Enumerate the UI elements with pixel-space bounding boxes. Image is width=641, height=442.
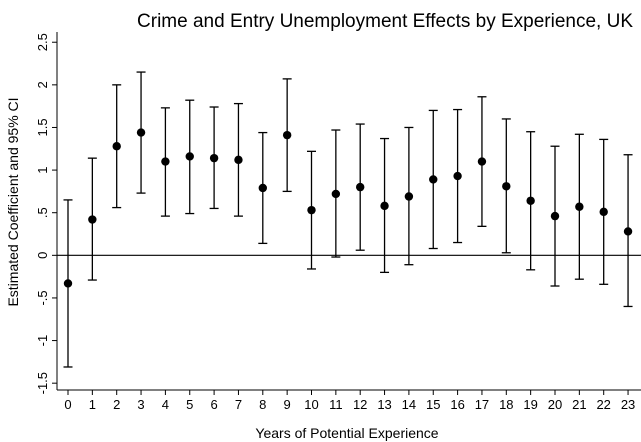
- y-axis: -1.5 -1 -.5 0 .5 1 1.5 2 2.5: [35, 32, 58, 394]
- data-point-group: [185, 99, 195, 215]
- data-point: [136, 128, 146, 137]
- x-tick-label: 4: [162, 397, 169, 412]
- y-tick-label: 2.5: [35, 33, 50, 51]
- data-point-group: [477, 96, 487, 227]
- data-point: [453, 171, 462, 181]
- x-tick-label: 15: [426, 397, 440, 412]
- data-point: [234, 155, 243, 165]
- data-point-group: [63, 199, 73, 368]
- data-point: [307, 205, 316, 215]
- x-axis: 0 1 2 3 4 5 6 7 8 9 10 11 12 13 14 15 16 17 18 19 20 21 22 23: [57, 389, 641, 412]
- data-point-group: [623, 154, 633, 308]
- y-tick-label: -1.5: [35, 372, 50, 394]
- x-tick-label: 16: [450, 397, 464, 412]
- data-point: [331, 189, 341, 199]
- data-point-group: [87, 157, 97, 281]
- y-tick-label: 1.5: [35, 118, 50, 136]
- x-tick-label: 19: [523, 397, 537, 412]
- x-tick-label: 23: [621, 397, 635, 412]
- data-point: [112, 142, 121, 151]
- y-tick-label: -1: [35, 335, 50, 347]
- data-point: [258, 183, 267, 193]
- data-point-group: [160, 107, 170, 217]
- data-point: [477, 157, 487, 166]
- data-point-group: [112, 84, 122, 209]
- data-point-group: [574, 133, 584, 280]
- series-estimates: [63, 71, 633, 368]
- data-point: [404, 192, 414, 201]
- x-tick-label: 3: [137, 397, 144, 412]
- data-point: [526, 196, 535, 205]
- data-point: [502, 182, 511, 191]
- y-tick-label: 2: [35, 81, 50, 88]
- data-point-group: [331, 129, 341, 258]
- data-point-group: [428, 109, 438, 250]
- y-tick-label: -.5: [35, 290, 50, 305]
- x-tick-label: 17: [475, 397, 489, 412]
- data-point-group: [550, 145, 560, 287]
- x-axis-label: Years of Potential Experience: [255, 425, 438, 441]
- data-point-group: [380, 137, 390, 274]
- x-tick-label: 11: [329, 397, 343, 412]
- x-tick-label: 6: [210, 397, 217, 412]
- data-point-group: [258, 131, 268, 245]
- data-point: [380, 201, 389, 211]
- x-tick-label: 5: [186, 397, 193, 412]
- data-point: [282, 130, 292, 140]
- x-tick-label: 2: [113, 397, 120, 412]
- data-point: [185, 152, 194, 161]
- y-tick-label: 1: [35, 166, 50, 173]
- x-tick-label: 12: [353, 397, 367, 412]
- x-tick-label: 18: [499, 397, 513, 412]
- y-tick-label: .5: [35, 207, 50, 218]
- x-tick-label: 21: [572, 397, 586, 412]
- x-tick-label: 14: [402, 397, 416, 412]
- data-point-group: [282, 78, 292, 193]
- data-point: [356, 182, 365, 192]
- x-tick-label: 20: [548, 397, 562, 412]
- x-tick-label: 10: [304, 397, 318, 412]
- data-point: [429, 175, 438, 184]
- x-tick-label: 9: [284, 397, 291, 412]
- chart-title: Crime and Entry Unemployment Effects by …: [137, 11, 633, 32]
- data-point-group: [599, 138, 609, 285]
- x-tick-label: 0: [64, 397, 71, 412]
- data-point: [88, 215, 97, 224]
- data-point: [550, 211, 560, 221]
- data-point-group: [136, 71, 146, 194]
- x-tick-label: 1: [89, 397, 96, 412]
- y-axis-label: Estimated Coefficient and 95% CI: [5, 97, 21, 306]
- x-tick-label: 7: [235, 397, 242, 412]
- data-point-group: [233, 102, 243, 217]
- data-point: [623, 227, 633, 236]
- data-point: [599, 207, 608, 217]
- x-tick-label: 22: [596, 397, 610, 412]
- data-point-group: [453, 108, 463, 244]
- data-point-group: [307, 150, 316, 270]
- x-tick-label: 13: [377, 397, 391, 412]
- data-point-group: [355, 123, 365, 251]
- data-point-group: [501, 118, 511, 254]
- data-point-group: [404, 126, 414, 266]
- data-point: [575, 202, 584, 211]
- x-tick-label: 8: [259, 397, 266, 412]
- data-point: [63, 279, 73, 288]
- data-point-group: [209, 106, 219, 210]
- y-tick-label: 0: [35, 252, 50, 259]
- data-point-group: [526, 131, 536, 271]
- data-point: [209, 153, 219, 163]
- data-point: [161, 157, 170, 166]
